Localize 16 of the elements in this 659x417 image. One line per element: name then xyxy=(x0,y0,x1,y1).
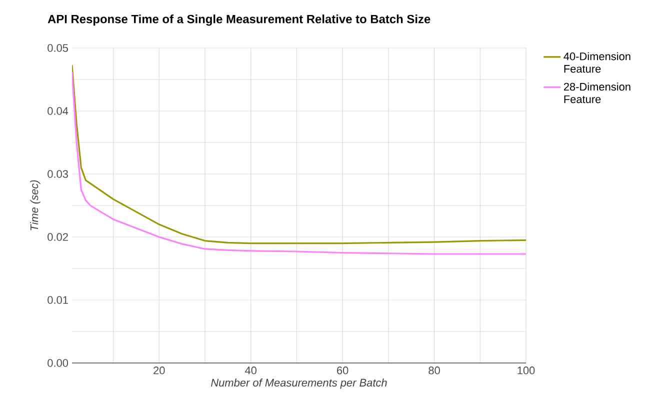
x-tick-label: 100 xyxy=(518,366,535,374)
x-tick-label: 40 xyxy=(245,366,256,374)
x-tick-label: 60 xyxy=(337,366,348,374)
y-tick-label: 0.03 xyxy=(48,170,68,178)
x-tick-label: 80 xyxy=(428,366,440,374)
x-tick-label: 20 xyxy=(154,366,165,374)
y-tick-label: 0.01 xyxy=(48,296,68,304)
y-axis-title: Time (sec) xyxy=(30,180,40,230)
chart-title: API Response Time of a Single Measurement Relative to Batch Size xyxy=(48,14,430,26)
x-axis-title: Number of Measurements per Batch xyxy=(211,378,387,389)
y-tick-label: 0.04 xyxy=(48,107,68,115)
legend-label: 40-Dimension Feature xyxy=(564,52,630,73)
y-tick-label: 0.02 xyxy=(48,233,68,241)
y-tick-label: 0.00 xyxy=(48,359,68,367)
y-tick-label: 0.05 xyxy=(48,44,68,52)
legend-label: 28-Dimension Feature xyxy=(564,82,630,104)
